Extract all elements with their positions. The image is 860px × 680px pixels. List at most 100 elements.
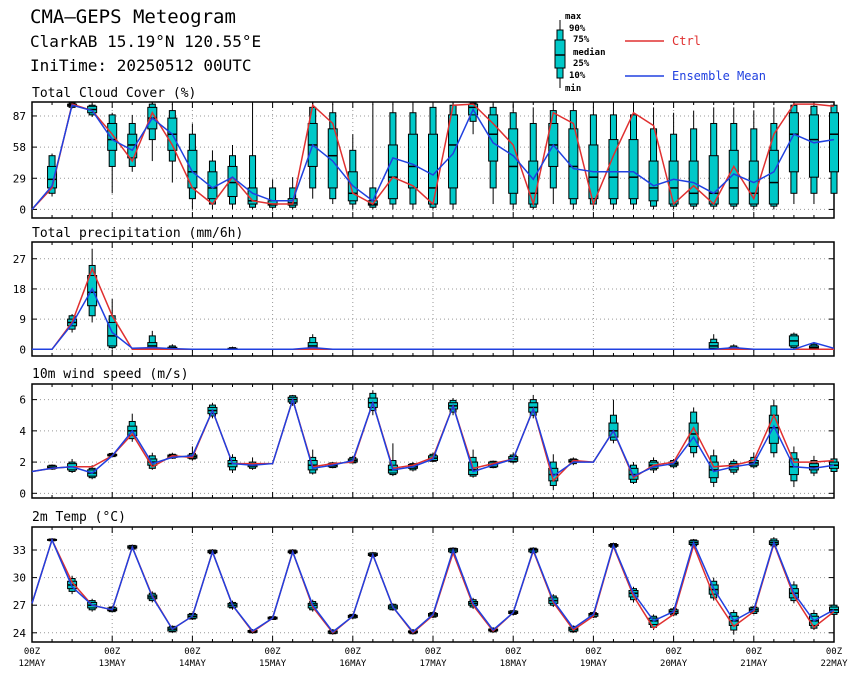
x-tick-label-hour: 00Z: [184, 647, 201, 657]
box-whisker: [307, 102, 318, 199]
panel-3: 10m wind speed (m/s) 0 2 4 6: [19, 367, 839, 500]
ensemble-mean-line: [31, 104, 835, 210]
x-tick-label-date: 18MAY: [500, 659, 528, 669]
y-tick-label: 0: [19, 203, 26, 216]
legend-box-label: 90%: [569, 24, 586, 34]
box-p10-p90: [289, 187, 297, 208]
box-whisker: [387, 104, 398, 210]
box-whisker: [768, 399, 779, 458]
legend-box-label: min: [565, 83, 581, 94]
box-whisker: [548, 104, 559, 205]
y-tick-label: 24: [13, 627, 27, 640]
x-tick-label-hour: 00Z: [425, 647, 442, 657]
box-whisker: [708, 334, 719, 350]
x-tick-label-hour: 00Z: [24, 647, 41, 657]
legend-box-label: 25%: [573, 59, 590, 69]
legend-mean-label: Ensemble Mean: [672, 69, 766, 83]
x-tick-label-hour: 00Z: [104, 647, 121, 657]
box-whisker: [568, 104, 579, 210]
box-p25-p75: [107, 122, 118, 151]
box-p25-p75: [448, 114, 459, 189]
y-tick-label: 4: [19, 425, 26, 438]
box-whisker: [808, 455, 819, 477]
x-tick-label-hour: 00Z: [665, 647, 682, 657]
x-tick-label-date: 21MAY: [740, 659, 768, 669]
box-p10-p90: [249, 155, 257, 208]
box-whisker: [788, 102, 799, 205]
box-p25-p75: [407, 133, 418, 189]
box-whisker: [768, 107, 779, 210]
panel-title: Total precipitation (mm/6h): [32, 226, 243, 241]
station-location: ClarkAB 15.19°N 120.55°E: [30, 32, 262, 51]
box-whisker: [327, 104, 338, 205]
box-p25-p75: [808, 114, 819, 178]
x-tick-label-date: 14MAY: [179, 659, 207, 669]
box-p25-p75: [127, 133, 138, 159]
panel-1: Total Cloud Cover (%) 0 29 58 87: [13, 86, 839, 219]
box-whisker: [528, 394, 539, 419]
box-whisker: [107, 112, 118, 194]
box-whisker: [829, 102, 839, 205]
y-tick-label: 2: [19, 456, 26, 469]
box-p25-p75: [728, 149, 739, 205]
chart-title: CMA—GEPS Meteogram: [30, 6, 236, 28]
y-tick-label: 87: [13, 110, 26, 123]
legend-ctrl-label: Ctrl: [672, 34, 701, 48]
box-whisker: [167, 104, 178, 183]
ensemble-mean-line: [32, 287, 835, 351]
panel-title: 10m wind speed (m/s): [32, 367, 189, 382]
panel-title: Total Cloud Cover (%): [32, 86, 196, 101]
box-p25-p75: [829, 112, 839, 173]
box-p25-p75: [428, 133, 438, 205]
x-tick-label-hour: 00Z: [505, 647, 522, 657]
y-tick-label: 6: [19, 394, 26, 407]
box-whisker: [127, 114, 138, 172]
x-tick-label-date: 20MAY: [660, 659, 688, 669]
box-whisker: [488, 104, 499, 205]
box-whisker: [708, 449, 719, 488]
box-whisker: [87, 248, 98, 323]
x-tick-label-hour: 00Z: [585, 647, 602, 657]
box-whisker: [648, 107, 659, 210]
y-tick-label: 58: [13, 141, 26, 154]
y-tick-label: 33: [13, 544, 26, 557]
x-tick-label-date: 19MAY: [580, 659, 608, 669]
box-whisker: [808, 102, 819, 205]
time-axis: 00Z 12MAY 00Z 13MAY 00Z 14MAY 00Z 15MAY 00Z 16MAY…: [18, 647, 848, 669]
legend-box-inner: [554, 39, 566, 69]
box-p25-p75: [508, 128, 519, 194]
box-p25-p75: [528, 160, 539, 205]
box-p25-p75: [668, 160, 679, 205]
box-whisker: [307, 449, 318, 475]
panel-title: 2m Temp (°C): [32, 510, 126, 525]
y-tick-label: 27: [13, 599, 26, 612]
x-tick-label-date: 13MAY: [99, 659, 127, 669]
legend-box-label: 10%: [569, 71, 586, 81]
ctrl-series-line: [31, 103, 835, 210]
box-p25-p75: [768, 149, 779, 205]
legend-box-label: median: [573, 47, 606, 58]
box-p25-p75: [608, 139, 619, 200]
box-p25-p75: [628, 139, 639, 200]
x-tick-label-hour: 00Z: [264, 647, 281, 657]
box-whisker: [407, 104, 418, 210]
box-whisker: [728, 107, 739, 210]
init-time: IniTime: 20250512 00UTC: [30, 56, 252, 75]
y-tick-label: 18: [13, 283, 26, 296]
box-p25-p75: [768, 414, 779, 444]
box-whisker: [187, 123, 198, 210]
box-whisker: [428, 104, 438, 210]
x-tick-label-date: 15MAY: [259, 659, 287, 669]
y-tick-label: 9: [19, 313, 26, 326]
ensemble-mean-line: [31, 537, 835, 633]
y-tick-label: 27: [13, 253, 26, 266]
y-tick-label: 0: [19, 343, 26, 356]
legend-box-label: max: [565, 12, 582, 22]
box-p25-p75: [107, 321, 118, 347]
box-p10-p90: [369, 187, 377, 208]
box-whisker: [688, 110, 699, 210]
box-p25-p75: [387, 144, 398, 200]
panel-4: 2m Temp (°C) 24 27 30 33: [13, 510, 839, 643]
